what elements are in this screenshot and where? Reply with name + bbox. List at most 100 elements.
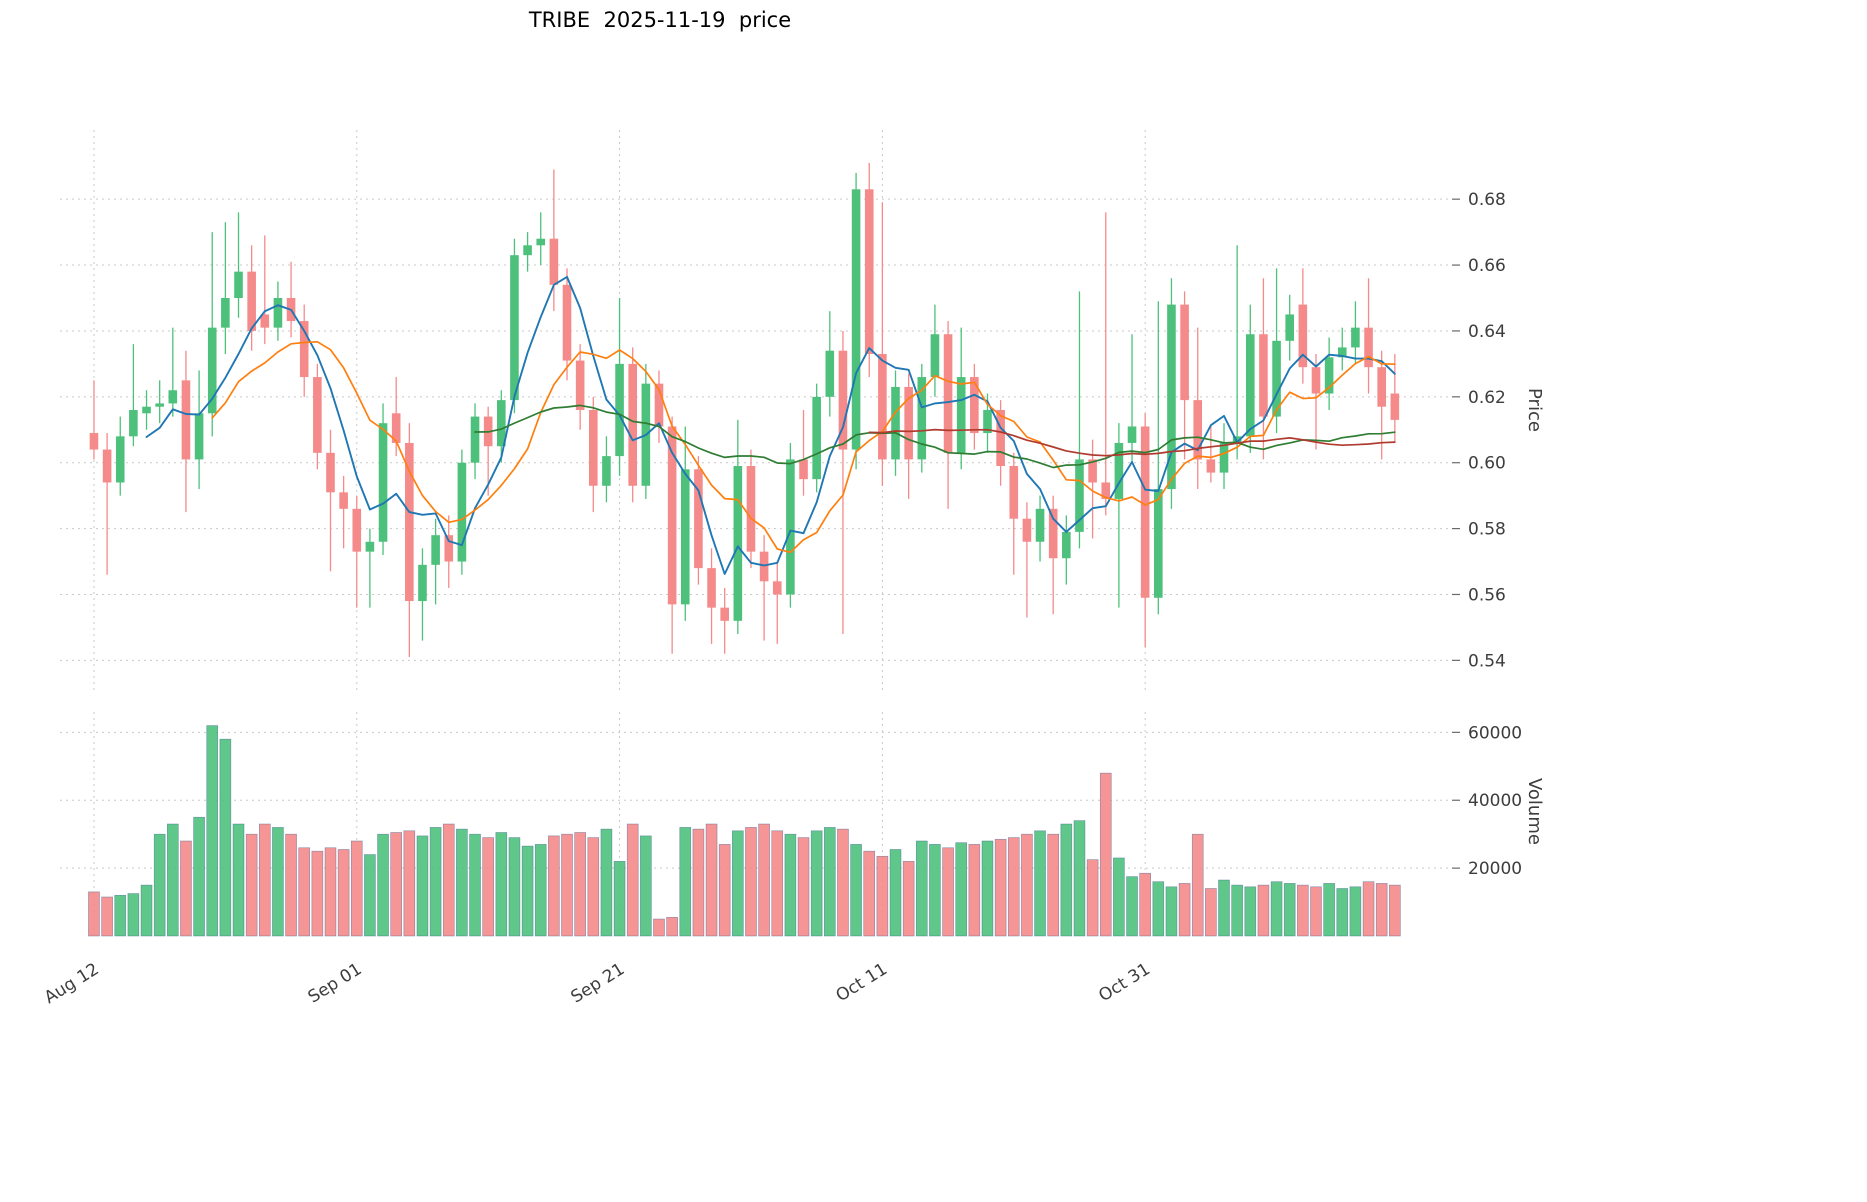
candle-body [1337, 347, 1347, 358]
candle-body [1101, 482, 1111, 499]
candle-body [523, 245, 532, 256]
volume-bars [88, 725, 1401, 937]
volume-bar [1126, 876, 1138, 937]
volume-bar [1349, 886, 1362, 937]
candle-body [680, 469, 690, 605]
volume-bar [732, 830, 744, 937]
candle-body [1180, 304, 1189, 401]
candle-body [970, 377, 979, 434]
ma60-line [868, 428, 1396, 457]
candle-body [444, 535, 454, 562]
candle-body [339, 492, 348, 509]
volume-bar [456, 828, 468, 937]
volume-bar [140, 884, 153, 937]
chart-title: TRIBE 2025-11-19 price [528, 8, 792, 32]
volume-bar [429, 827, 442, 937]
candle-body [1154, 489, 1163, 598]
candle-body [562, 284, 572, 361]
volume-bar [1178, 883, 1191, 937]
price-tick-label: 0.68 [1468, 190, 1506, 210]
volume-bar [955, 842, 968, 937]
date-tick-label: Sep 01 [305, 959, 366, 1007]
volume-bar [1165, 886, 1178, 937]
volume-bar [114, 894, 127, 937]
candle-body [759, 551, 769, 582]
date-tick-label: Oct 31 [1095, 959, 1153, 1006]
candle-body [1035, 508, 1045, 542]
volume-bar [889, 849, 902, 937]
volume-bar [311, 850, 324, 937]
volume-bar [758, 823, 770, 937]
ma5-line [145, 275, 1396, 575]
volume-bar [508, 837, 521, 937]
candle-body [1114, 442, 1124, 499]
volume-bar [364, 854, 376, 937]
volume-bar [521, 845, 534, 937]
volume-bar [1047, 833, 1059, 937]
volume-bar [548, 835, 560, 937]
volume-bar [245, 833, 258, 937]
volume-bar [1362, 881, 1375, 937]
volume-bar [679, 827, 692, 937]
candle-body [720, 607, 729, 621]
volume-tick-label: 20000 [1468, 859, 1522, 879]
candle-body [615, 363, 624, 457]
volume-bar [482, 837, 494, 937]
candle-body [1311, 367, 1321, 394]
price-tick-label: 0.66 [1468, 256, 1506, 276]
candle-body [602, 456, 611, 486]
candle-body [457, 462, 467, 562]
candle-body [313, 377, 322, 453]
candle-body [1377, 367, 1386, 407]
volume-bar [272, 827, 284, 937]
volume-bar [1270, 881, 1283, 937]
candle-body [956, 377, 966, 453]
volume-bar [377, 833, 389, 937]
volume-bar [915, 840, 928, 937]
volume-bar [127, 893, 140, 937]
volume-bar [1191, 833, 1204, 937]
candle-body [549, 238, 559, 285]
candle-body [470, 416, 480, 463]
candle-body [1245, 334, 1255, 437]
candle-body [825, 350, 835, 397]
volume-bar [88, 891, 100, 937]
candle-body [812, 396, 821, 480]
candle-body [1364, 327, 1373, 368]
volume-bar [1060, 823, 1073, 937]
volume-bar [600, 828, 613, 937]
volume-bar [1007, 837, 1020, 937]
volume-bar [994, 838, 1007, 937]
candle-body [1009, 466, 1019, 519]
candle-body [1167, 304, 1176, 490]
volume-bar [810, 830, 823, 937]
date-tick-label: Oct 11 [833, 959, 891, 1006]
candle-body [1259, 334, 1268, 417]
candle-body [917, 377, 927, 460]
gridlines [60, 130, 1452, 936]
candle-body [168, 390, 178, 404]
candle-body [1324, 357, 1334, 394]
volume-bar [561, 833, 573, 937]
candle-body [273, 298, 283, 328]
volume-bar [968, 844, 981, 937]
candle-body [943, 334, 953, 453]
date-tick-label: Sep 21 [568, 959, 629, 1007]
candle-body [799, 459, 808, 480]
candle-body [1298, 304, 1308, 368]
candle-body [115, 436, 125, 483]
candle-body [983, 410, 992, 434]
volume-bar [416, 835, 429, 937]
volume-bar [101, 896, 113, 937]
volume-bar [1283, 883, 1296, 937]
candle-body [1206, 459, 1216, 473]
price-tick-label: 0.58 [1468, 520, 1506, 540]
volume-bar [1323, 883, 1335, 937]
date-tick-label: Aug 12 [41, 959, 103, 1008]
volume-bar [1375, 883, 1388, 937]
volume-bar [403, 830, 416, 937]
candle-body [1285, 314, 1295, 341]
candle-body [221, 298, 230, 328]
ma10-line [211, 340, 1396, 554]
